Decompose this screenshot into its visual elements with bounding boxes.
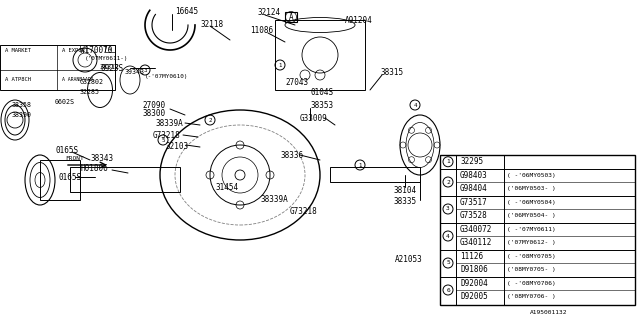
Text: 38343: 38343: [90, 154, 113, 163]
Text: ( -'08MY0706): ( -'08MY0706): [507, 281, 556, 286]
Text: A21053: A21053: [395, 255, 423, 265]
Text: ('06MY0503- ): ('06MY0503- ): [507, 186, 556, 191]
Text: 38390: 38390: [12, 112, 32, 118]
Text: D91806: D91806: [460, 265, 488, 274]
Text: A EXPORT: A EXPORT: [62, 47, 88, 52]
Text: G73517: G73517: [460, 198, 488, 207]
Text: 32103: 32103: [165, 141, 188, 150]
Text: 38336: 38336: [280, 150, 303, 159]
Text: 38339A: 38339A: [155, 118, 183, 127]
Text: A91204: A91204: [345, 15, 372, 25]
Bar: [330, 167, 420, 182]
Text: 1: 1: [446, 159, 450, 164]
Text: G98403: G98403: [460, 171, 488, 180]
Text: 38300: 38300: [142, 108, 165, 117]
Text: G33009: G33009: [300, 114, 328, 123]
Text: 38315: 38315: [380, 68, 403, 76]
Text: 38335: 38335: [393, 197, 416, 206]
Text: W170070: W170070: [80, 45, 113, 54]
Text: ( -'06MY0503): ( -'06MY0503): [507, 173, 556, 178]
Text: 2: 2: [446, 180, 450, 185]
Bar: [440, 155, 635, 305]
Text: G340072: G340072: [460, 225, 492, 234]
Text: 11086: 11086: [250, 26, 273, 35]
Text: G73218: G73218: [153, 131, 180, 140]
Text: FRONT: FRONT: [65, 156, 84, 161]
Text: 0165S: 0165S: [58, 172, 81, 181]
Text: ( -'07MY0611): ( -'07MY0611): [507, 227, 556, 232]
Bar: [40, 160, 80, 200]
Text: 5: 5: [161, 138, 164, 142]
Text: G73218: G73218: [290, 207, 317, 217]
Text: A: A: [108, 46, 111, 52]
Text: 2: 2: [208, 117, 212, 123]
Text: G32802: G32802: [80, 79, 104, 85]
Text: 0104S: 0104S: [310, 87, 333, 97]
Text: 38339A: 38339A: [260, 196, 288, 204]
Text: 32124: 32124: [257, 7, 280, 17]
Text: (-'07MY0610): (-'07MY0610): [145, 74, 189, 78]
Text: G98404: G98404: [460, 184, 488, 193]
Text: 11126: 11126: [460, 252, 483, 261]
Bar: [285, 12, 297, 22]
Text: 0923S: 0923S: [100, 63, 123, 73]
Text: 3: 3: [446, 206, 450, 212]
Text: 27090: 27090: [142, 100, 165, 109]
Text: 32118: 32118: [200, 20, 223, 28]
Text: A195001132: A195001132: [530, 309, 568, 315]
Text: A: A: [289, 12, 293, 21]
Text: 39343: 39343: [125, 69, 145, 75]
Text: 1: 1: [278, 62, 282, 68]
Text: 6: 6: [446, 287, 450, 292]
Bar: [0, 45, 115, 90]
Text: 16645: 16645: [175, 6, 198, 15]
Text: 38104: 38104: [393, 186, 416, 195]
Text: D92004: D92004: [460, 279, 488, 288]
Text: ('07MY0611-): ('07MY0611-): [85, 55, 129, 60]
Bar: [275, 20, 365, 90]
Text: A ARANBAARA: A ARANBAARA: [62, 76, 93, 82]
Text: ('08MY0706- ): ('08MY0706- ): [507, 294, 556, 299]
Text: ( -'08MY0705): ( -'08MY0705): [507, 254, 556, 259]
Text: 3: 3: [143, 68, 147, 73]
Text: 0165S: 0165S: [55, 146, 78, 155]
Text: 4: 4: [413, 102, 417, 108]
Text: ( -'06MY0504): ( -'06MY0504): [507, 200, 556, 205]
Text: 38358: 38358: [12, 102, 32, 108]
Text: 0602S: 0602S: [55, 99, 75, 105]
Text: H01806: H01806: [80, 164, 108, 172]
Text: D92005: D92005: [460, 292, 488, 301]
Text: ('08MY0705- ): ('08MY0705- ): [507, 267, 556, 272]
Text: 31454: 31454: [215, 182, 238, 191]
Text: 1: 1: [358, 163, 362, 167]
Bar: [105, 45, 115, 52]
Text: G340112: G340112: [460, 238, 492, 247]
Bar: [70, 167, 180, 192]
Text: A MARKET: A MARKET: [5, 47, 31, 52]
Text: 32285: 32285: [80, 89, 100, 95]
Text: 27043: 27043: [285, 77, 308, 86]
Text: ('07MY0612- ): ('07MY0612- ): [507, 240, 556, 245]
Text: A ATP8CH: A ATP8CH: [5, 76, 31, 82]
Text: G73528: G73528: [460, 211, 488, 220]
Text: 32295: 32295: [460, 157, 483, 166]
Text: 38312: 38312: [100, 64, 120, 70]
Text: 5: 5: [446, 260, 450, 266]
Text: 38353: 38353: [310, 100, 333, 109]
Text: ('06MY0504- ): ('06MY0504- ): [507, 213, 556, 218]
Text: 4: 4: [446, 234, 450, 238]
